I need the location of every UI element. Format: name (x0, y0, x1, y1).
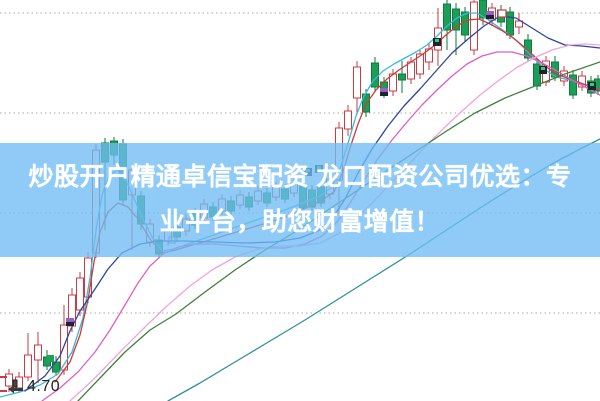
candle-body (533, 63, 541, 87)
candle-body (416, 53, 424, 75)
price-label: 4.70 (7, 378, 60, 396)
trade-marker-dot (541, 67, 545, 70)
candle-body (569, 74, 577, 96)
candle-body (515, 20, 523, 28)
candle-body (371, 62, 379, 88)
candle-body (398, 73, 406, 81)
candle-body (470, 1, 478, 51)
ex-dividend-marker-icon (497, 9, 507, 18)
candle-body (52, 361, 60, 373)
event-marker-base (66, 322, 74, 326)
event-marker-base (380, 92, 388, 96)
candle-body (76, 277, 84, 311)
price-marker-icon (7, 379, 25, 395)
candle-body (24, 354, 32, 378)
banner-text-line2: 业平台，助您财富增值！ (159, 208, 441, 236)
candle-body (443, 3, 451, 31)
candle-body (479, 0, 487, 19)
price-label-text: 4.70 (27, 378, 61, 395)
green-marker-icon (47, 355, 54, 362)
candle-body (506, 11, 514, 36)
candle-body (407, 61, 415, 80)
candle-body (34, 344, 42, 361)
trade-marker-dot (435, 39, 439, 42)
axis-tick (0, 376, 7, 378)
axis-tick (0, 390, 7, 392)
banner-text-line1: 炒股开户精通卓信宝配资 龙口配资公司优选：专 (28, 163, 572, 191)
promo-banner[interactable]: 炒股开户精通卓信宝配资 龙口配资公司优选：专 业平台，助您财富增值！ (0, 143, 600, 257)
candle-body (353, 66, 361, 99)
trade-marker-dot (590, 83, 594, 86)
event-marker-base (486, 15, 494, 19)
candle-body (344, 110, 352, 130)
